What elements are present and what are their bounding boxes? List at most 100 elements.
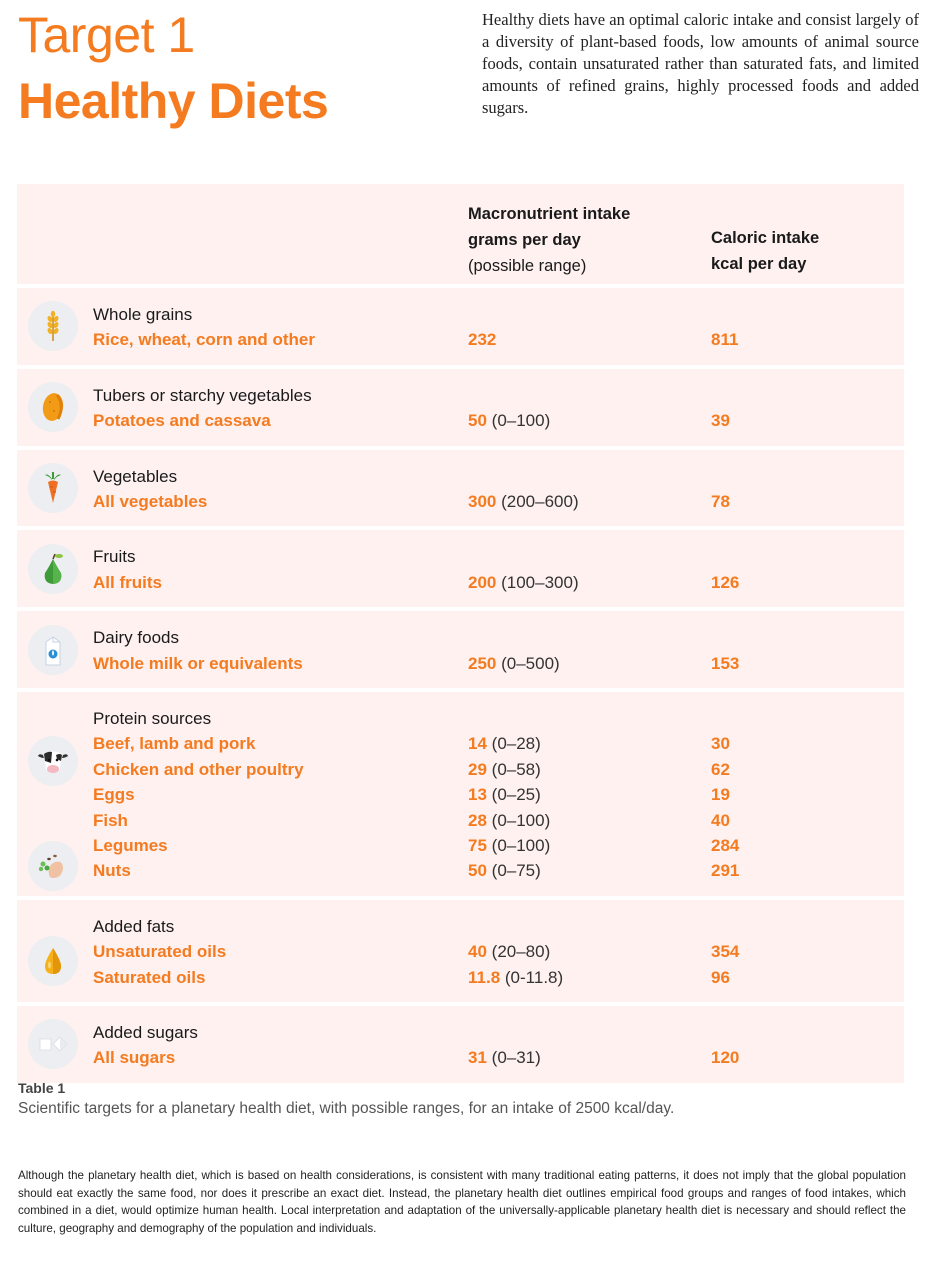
page-title-target: Target 1: [18, 7, 195, 63]
food-item-name: Unsaturated oils: [93, 942, 227, 962]
category-label: Dairy foods: [93, 628, 179, 648]
column-header-macro-unit: grams per day: [468, 231, 581, 249]
category-label: Vegetables: [93, 466, 178, 486]
milk-carton-icon: [28, 624, 78, 675]
intake-value: 75: [468, 835, 487, 855]
table-caption-label: Table 1: [18, 1080, 66, 1096]
food-item-name: Chicken and other poultry: [93, 759, 304, 779]
caloric-value: 19: [711, 785, 730, 805]
macronutrient-cell: 75 (0–100): [468, 833, 550, 858]
column-header-macronutrient: Macronutrient intake grams per day (poss…: [468, 201, 630, 279]
intake-range: (0–25): [491, 785, 541, 805]
food-item-name: All sugars: [93, 1048, 176, 1068]
intake-value: 232: [468, 330, 497, 350]
intake-value: 14: [468, 734, 487, 754]
macronutrient-cell: 250 (0–500): [468, 651, 560, 676]
column-header-macro-note: (possible range): [468, 257, 587, 275]
table-row: Tubers or starchy vegetables Potatoes and…: [17, 368, 904, 446]
table-row: Fruits All fruits 200 (100–300) 126: [17, 530, 904, 608]
intake-value: 31: [468, 1048, 487, 1068]
macronutrient-cell: 11.8 (0-11.8): [468, 965, 563, 990]
food-item-name: All vegetables: [93, 491, 208, 511]
food-item-name: All fruits: [93, 572, 162, 592]
caloric-value: 811: [711, 330, 739, 350]
column-header-caloric: Caloric intake kcal per day: [711, 225, 819, 277]
intake-value: 11.8: [468, 967, 501, 987]
intake-value: 300: [468, 491, 497, 511]
intake-range: (0–100): [491, 411, 551, 431]
carrot-icon: [28, 462, 78, 513]
caloric-value: 62: [711, 759, 730, 779]
table-row: Added sugars All sugars 31 (0–31) 120: [17, 1005, 904, 1083]
caloric-value: 284: [711, 835, 740, 855]
intake-value: 13: [468, 785, 487, 805]
diet-table: Macronutrient intake grams per day (poss…: [17, 184, 904, 1087]
intake-range: (0–58): [491, 759, 541, 779]
macronutrient-cell: 29 (0–58): [468, 757, 541, 782]
food-item-name: Whole milk or equivalents: [93, 653, 303, 673]
cow-icon: [28, 736, 78, 787]
oil-drop-icon: [28, 935, 78, 986]
table-row: Added fats Unsaturated oils 40 (20–80) 354 S…: [17, 899, 904, 1002]
intake-range: (20–80): [491, 942, 551, 962]
macronutrient-cell: 300 (200–600): [468, 489, 579, 514]
food-item-name: Saturated oils: [93, 967, 206, 987]
column-header-macro-title: Macronutrient intake: [468, 205, 631, 223]
intake-value: 28: [468, 810, 487, 830]
macronutrient-cell: 50 (0–100): [468, 408, 550, 433]
table-row: Dairy foods Whole milk or equivalents 250 …: [17, 611, 904, 688]
caloric-value: 354: [711, 942, 740, 962]
macronutrient-cell: 50 (0–75): [468, 858, 541, 883]
caloric-value: 96: [711, 967, 730, 987]
macronutrient-cell: 31 (0–31): [468, 1045, 541, 1070]
intro-paragraph: Healthy diets have an optimal caloric in…: [482, 10, 919, 117]
potato-icon: [28, 382, 78, 433]
food-item-name: Fish: [93, 810, 128, 830]
food-item-name: Eggs: [93, 785, 135, 805]
table-row: Protein sources Beef, lamb and pork 14 (0–…: [17, 691, 904, 896]
macronutrient-cell: 40 (20–80): [468, 939, 550, 964]
caloric-value: 30: [711, 734, 730, 754]
category-label: Fruits: [93, 547, 136, 567]
column-header-cal-title: Caloric intake: [711, 229, 820, 247]
legumes-icon: [28, 840, 78, 891]
macronutrient-cell: 232: [468, 327, 496, 352]
intake-value: 50: [468, 411, 487, 431]
intake-range: (0–75): [491, 861, 541, 881]
food-item-name: Potatoes and cassava: [93, 411, 271, 431]
caloric-value: 39: [711, 411, 730, 431]
intake-range: (0–31): [491, 1048, 541, 1068]
intake-range: (0–28): [491, 734, 541, 754]
intake-range: (0–100): [491, 810, 551, 830]
category-label: Added sugars: [93, 1022, 198, 1042]
table-header: Macronutrient intake grams per day (poss…: [17, 184, 904, 284]
column-header-cal-unit: kcal per day: [711, 255, 807, 273]
intake-range: (0–500): [501, 653, 560, 673]
intake-value: 40: [468, 942, 487, 962]
intake-value: 200: [468, 572, 497, 592]
macronutrient-cell: 14 (0–28): [468, 731, 541, 756]
caloric-value: 126: [711, 572, 740, 592]
food-item-name: Rice, wheat, corn and other: [93, 330, 315, 350]
macronutrient-cell: 13 (0–25): [468, 782, 541, 807]
caloric-value: 40: [711, 810, 730, 830]
page-title: Healthy Diets: [18, 73, 329, 129]
table-body: Whole grains Rice, wheat, corn and other 2…: [17, 288, 904, 1083]
caloric-value: 153: [711, 653, 740, 673]
caloric-value: 291: [711, 861, 740, 881]
intake-range: (0-11.8): [504, 967, 564, 987]
category-label: Whole grains: [93, 305, 193, 324]
category-label: Added fats: [93, 916, 175, 936]
category-label: Tubers or starchy vegetables: [93, 385, 312, 405]
intake-value: 50: [468, 861, 487, 881]
intake-value: 29: [468, 759, 487, 779]
intake-range: (0–100): [491, 835, 551, 855]
intake-range: (100–300): [501, 572, 579, 592]
sugar-cube-icon: [28, 1019, 78, 1070]
category-label: Protein sources: [93, 708, 212, 728]
table-row: Vegetables All vegetables 300 (200–600) 78: [17, 449, 904, 527]
table-caption: Scientific targets for a planetary healt…: [18, 1100, 675, 1117]
intake-value: 250: [468, 653, 497, 673]
food-item-name: Beef, lamb and pork: [93, 734, 256, 754]
caloric-value: 78: [711, 491, 730, 511]
